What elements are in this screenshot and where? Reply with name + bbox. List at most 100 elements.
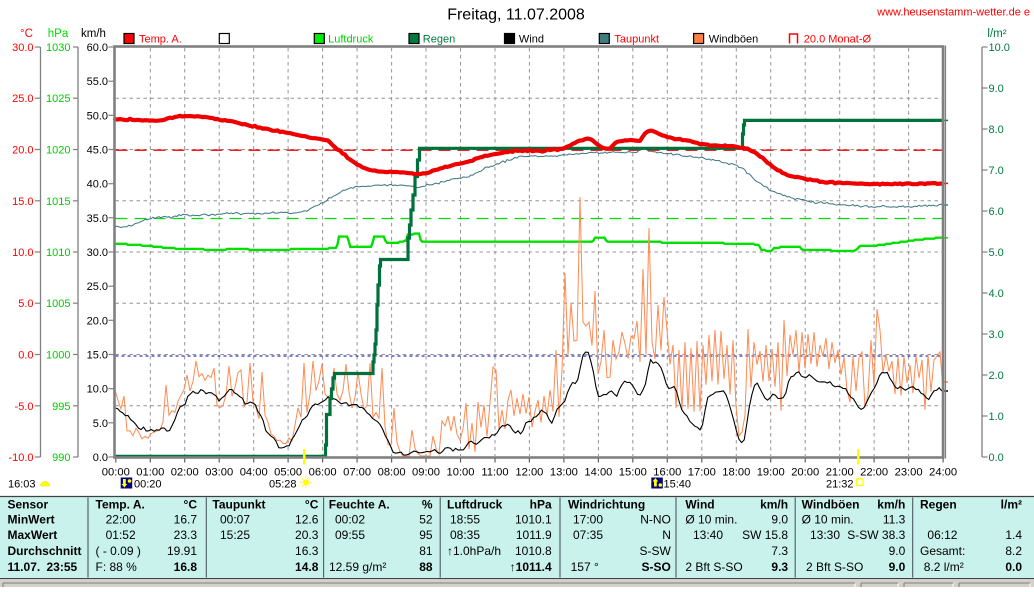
svg-text:( - 0.09 ): ( - 0.09 ) [96, 544, 141, 558]
svg-text:40.0: 40.0 [87, 179, 108, 191]
svg-text:Sensor: Sensor [8, 498, 49, 512]
svg-text:1.0: 1.0 [989, 411, 1004, 423]
svg-text:14.8: 14.8 [295, 560, 319, 574]
svg-text:Regen: Regen [920, 498, 957, 512]
svg-text:14:00: 14:00 [584, 467, 612, 479]
svg-text:18:55: 18:55 [450, 513, 480, 527]
svg-text:30.0: 30.0 [12, 42, 33, 54]
svg-text:18:00: 18:00 [722, 467, 750, 479]
svg-text:www.heusenstamm-wetter.de e: www.heusenstamm-wetter.de e [876, 7, 1030, 19]
svg-text:20.0 Monat-Ø: 20.0 Monat-Ø [804, 34, 872, 46]
svg-text:S-SW: S-SW [640, 544, 672, 558]
svg-text:9.0: 9.0 [771, 513, 788, 527]
svg-text:Feuchte A.: Feuchte A. [329, 498, 390, 512]
svg-text:Windböen: Windböen [709, 34, 759, 46]
svg-text:05:00: 05:00 [274, 467, 302, 479]
svg-text:5.0: 5.0 [93, 418, 108, 430]
svg-text:1000: 1000 [46, 350, 70, 362]
svg-text:3.0: 3.0 [989, 329, 1004, 341]
svg-text:Gesamt:: Gesamt: [920, 544, 965, 558]
svg-text:01:00: 01:00 [136, 467, 164, 479]
svg-text:00:02: 00:02 [335, 513, 365, 527]
svg-text:Ø 10 min.: Ø 10 min. [685, 513, 737, 527]
svg-text:6.0: 6.0 [989, 206, 1004, 218]
svg-text:MaxWert: MaxWert [8, 528, 58, 542]
svg-text:08:35: 08:35 [450, 528, 480, 542]
svg-text:9.0: 9.0 [989, 83, 1004, 95]
svg-text:1010: 1010 [46, 247, 70, 259]
svg-text:-10.0: -10.0 [8, 452, 33, 464]
svg-text:0.0: 0.0 [989, 452, 1004, 464]
svg-text:9.3: 9.3 [771, 560, 788, 574]
svg-text:16:00: 16:00 [653, 467, 681, 479]
svg-text:1020: 1020 [46, 145, 70, 157]
svg-text:10.0: 10.0 [12, 247, 33, 259]
svg-text:0.0: 0.0 [1005, 560, 1022, 574]
svg-text:Luftdruck: Luftdruck [447, 498, 503, 512]
svg-text:-5.0: -5.0 [15, 401, 34, 413]
svg-text:Taupunkt: Taupunkt [212, 498, 265, 512]
svg-text:06:00: 06:00 [309, 467, 337, 479]
svg-text:24:00: 24:00 [929, 467, 957, 479]
svg-text:00:00: 00:00 [102, 467, 130, 479]
svg-text:Temp. A.: Temp. A. [96, 498, 145, 512]
svg-text:15:25: 15:25 [220, 528, 250, 542]
svg-text:Taupunkt: Taupunkt [614, 34, 659, 46]
svg-text:1010.1: 1010.1 [515, 513, 552, 527]
svg-text:1015: 1015 [46, 196, 70, 208]
svg-text:1010.8: 1010.8 [515, 544, 552, 558]
svg-text:35.0: 35.0 [87, 213, 108, 225]
svg-text:95: 95 [419, 528, 433, 542]
svg-text:N: N [662, 528, 671, 542]
svg-text:17:00: 17:00 [688, 467, 716, 479]
svg-text:°C: °C [20, 28, 33, 40]
svg-text:01:52: 01:52 [106, 528, 136, 542]
svg-text:↑1.0hPa/h: ↑1.0hPa/h [447, 544, 501, 558]
svg-text:1005: 1005 [46, 298, 70, 310]
svg-text:°C: °C [305, 498, 319, 512]
svg-text:12.59 g/m²: 12.59 g/m² [329, 560, 386, 574]
svg-text:Durchschnitt: Durchschnitt [8, 544, 82, 558]
svg-text:15.0: 15.0 [12, 196, 33, 208]
svg-text:5.0: 5.0 [18, 298, 33, 310]
svg-text:16:03: 16:03 [8, 479, 36, 491]
svg-text:9.0: 9.0 [889, 560, 906, 574]
svg-text:20.0: 20.0 [12, 145, 33, 157]
svg-text:07:00: 07:00 [343, 467, 371, 479]
svg-text:81: 81 [419, 544, 433, 558]
svg-text:08:00: 08:00 [378, 467, 406, 479]
svg-text:10.0: 10.0 [989, 42, 1010, 54]
svg-text:MinWert: MinWert [8, 513, 55, 527]
svg-text:hPa: hPa [48, 28, 69, 40]
svg-text:8.0: 8.0 [989, 124, 1004, 136]
svg-text:10.0: 10.0 [87, 384, 108, 396]
svg-text:0.0: 0.0 [18, 350, 33, 362]
svg-text:1025: 1025 [46, 93, 70, 105]
svg-text:°C: °C [184, 498, 198, 512]
svg-text:2 Bft S-SO: 2 Bft S-SO [806, 560, 863, 574]
svg-text:25.0: 25.0 [87, 281, 108, 293]
svg-text:20.3: 20.3 [295, 528, 319, 542]
svg-text:19:00: 19:00 [757, 467, 785, 479]
svg-text:17:00: 17:00 [573, 513, 603, 527]
svg-text:1030: 1030 [46, 42, 70, 54]
svg-text:990: 990 [52, 452, 70, 464]
svg-text:157 °: 157 ° [571, 560, 599, 574]
svg-text:23:00: 23:00 [895, 467, 923, 479]
svg-text:Wind: Wind [685, 498, 714, 512]
svg-text:05:28: 05:28 [269, 479, 297, 491]
svg-text:20:00: 20:00 [791, 467, 819, 479]
svg-text:4.0: 4.0 [989, 288, 1004, 300]
svg-text:0.0: 0.0 [93, 452, 108, 464]
svg-text:F: 88 %: F: 88 % [96, 560, 138, 574]
svg-text:02:00: 02:00 [171, 467, 199, 479]
svg-text:03:00: 03:00 [205, 467, 233, 479]
svg-text:SW 15.8: SW 15.8 [742, 528, 788, 542]
svg-text:50.0: 50.0 [87, 110, 108, 122]
svg-text:21:32: 21:32 [826, 479, 854, 491]
svg-text:1011.9: 1011.9 [516, 528, 552, 542]
svg-text:7.0: 7.0 [989, 165, 1004, 177]
svg-text:km/h: km/h [877, 498, 905, 512]
svg-text:8.2: 8.2 [1005, 544, 1022, 558]
svg-text:Windrichtung: Windrichtung [568, 498, 645, 512]
